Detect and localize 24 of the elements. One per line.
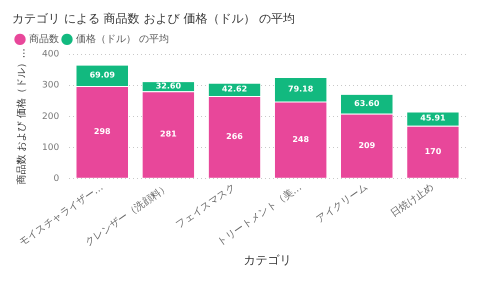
x-tick-label: アイクリーム — [314, 182, 370, 226]
text: 298 — [94, 127, 111, 136]
data-label: 42.62 — [222, 84, 248, 94]
chart-title: カテゴリ による 商品数 および 価格（ドル） の平均 — [12, 11, 296, 26]
x-tick-label: 日焼け止め — [388, 181, 436, 220]
y-axis-title: 商品数 および 価格（ドル）… — [16, 48, 28, 185]
y-tick-label: 400 — [42, 50, 60, 60]
y-tick-label: 0 — [53, 174, 60, 184]
data-label: 69.09 — [90, 70, 116, 80]
data-label: 79.18 — [288, 84, 314, 94]
legend-label: 価格（ドル） の平均 — [76, 32, 170, 45]
text: 170 — [424, 146, 442, 156]
y-tick-label: 100 — [42, 142, 60, 153]
data-label: 45.91 — [420, 114, 446, 123]
y-tick-label: 300 — [42, 80, 60, 91]
y-tick-label: 200 — [42, 112, 60, 122]
data-label: 32.60 — [156, 81, 182, 90]
text: 248 — [292, 134, 310, 144]
text: 266 — [226, 132, 243, 142]
data-label: 63.60 — [354, 98, 380, 108]
text: 209 — [358, 140, 376, 150]
legend-label: 商品数 — [29, 32, 59, 45]
text: 281 — [160, 130, 177, 139]
x-axis-title: カテゴリ — [244, 252, 292, 267]
